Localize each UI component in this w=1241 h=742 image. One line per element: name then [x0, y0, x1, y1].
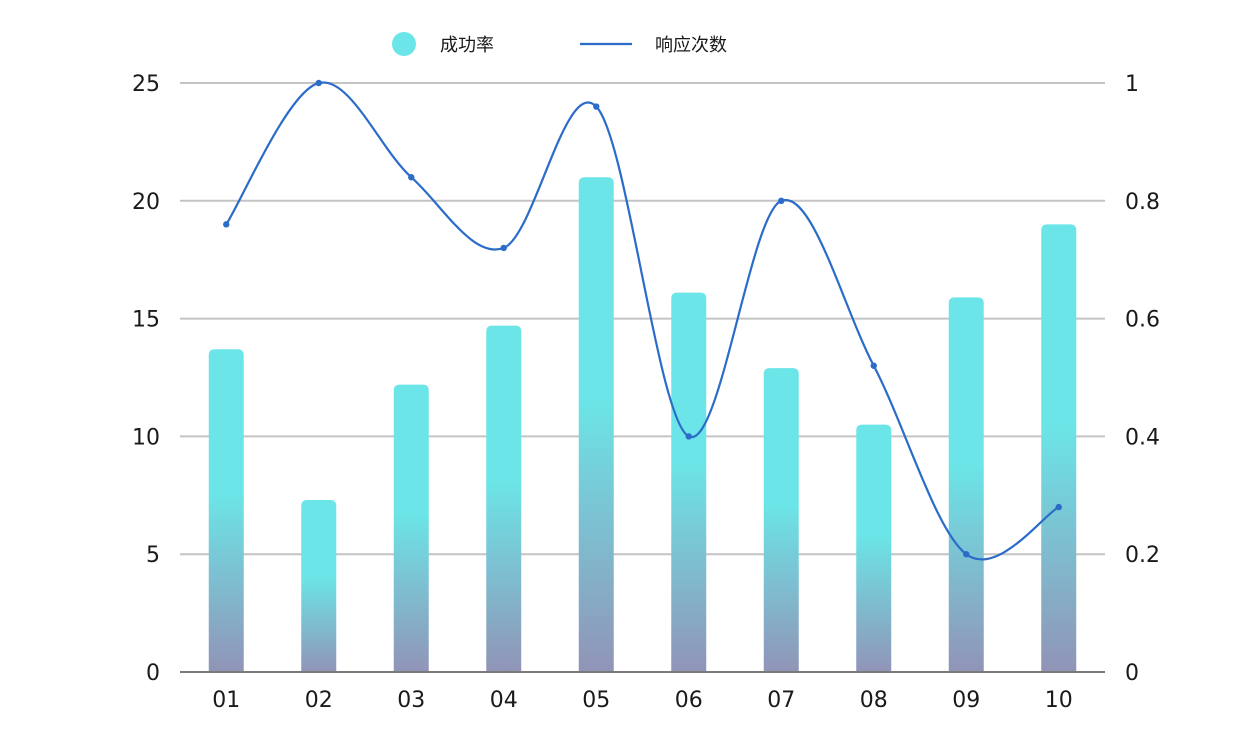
line-series	[223, 79, 1062, 561]
bar	[393, 384, 429, 672]
x-tick-label: 09	[952, 688, 980, 713]
bar	[578, 177, 614, 673]
y-left-tick-label: 25	[132, 72, 160, 97]
x-tick-label: 07	[767, 688, 795, 713]
line-path	[225, 81, 1060, 561]
bar	[486, 325, 522, 672]
legend-swatch-bar	[392, 32, 416, 56]
line-point	[593, 103, 600, 110]
legend-label-bar: 成功率	[440, 35, 494, 56]
y-right-tick-label: 0.2	[1125, 543, 1160, 568]
legend: 成功率 响应次数	[392, 32, 727, 56]
x-tick-label: 06	[675, 688, 703, 713]
x-tick-label: 05	[582, 688, 610, 713]
x-tick-label: 04	[490, 688, 518, 713]
y-left-tick-label: 20	[132, 190, 160, 215]
bar	[948, 297, 984, 672]
line-point	[315, 79, 322, 87]
y-right-tick-label: 0	[1125, 661, 1139, 686]
line-point	[1055, 503, 1062, 511]
y-left-tick-label: 10	[132, 425, 160, 450]
y-right-tick-label: 1	[1125, 72, 1139, 97]
y-left-tick-label: 0	[146, 661, 160, 686]
line-point	[685, 433, 692, 440]
y-right-tick-label: 0.6	[1125, 308, 1160, 333]
y-right-tick-label: 0.4	[1125, 425, 1160, 450]
bar	[1041, 224, 1077, 673]
x-tick-label: 10	[1045, 688, 1073, 713]
line-point	[778, 197, 785, 204]
bar	[856, 424, 892, 672]
x-tick-label: 03	[397, 688, 425, 713]
bar	[208, 349, 244, 672]
y-left-tick-label: 15	[132, 308, 160, 333]
line-point	[223, 221, 230, 228]
x-tick-label: 01	[212, 688, 240, 713]
y-right-tick-label: 0.8	[1125, 190, 1160, 215]
line-point	[870, 362, 877, 369]
line-point	[408, 174, 415, 181]
bar	[301, 500, 337, 672]
bar	[763, 368, 799, 672]
x-tick-label: 02	[305, 688, 333, 713]
y-left-tick-label: 5	[146, 543, 160, 568]
bar	[671, 292, 707, 672]
bar-series	[208, 177, 1077, 673]
line-point	[500, 244, 507, 252]
x-tick-label: 08	[860, 688, 888, 713]
legend-label-line: 响应次数	[655, 35, 727, 56]
tick-labels: 0 05 0.210 0.415 0.620 0.825 101 02 03 04 05 06 07 08…	[132, 72, 1160, 713]
line-point	[963, 551, 970, 558]
